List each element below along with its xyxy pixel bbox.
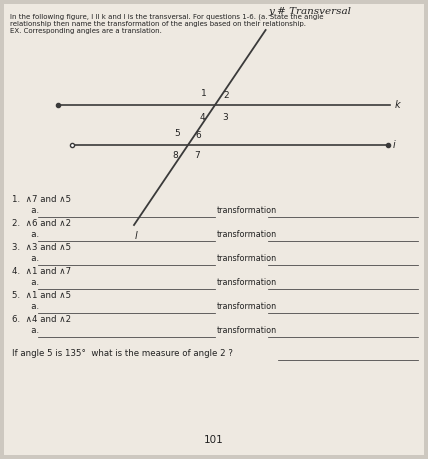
Text: a.: a. — [12, 254, 39, 263]
Text: 4: 4 — [199, 112, 205, 122]
Text: If angle 5 is 135°  what is the measure of angle 2 ?: If angle 5 is 135° what is the measure o… — [12, 349, 233, 358]
Text: transformation: transformation — [217, 254, 277, 263]
Text: 4.  ∧1 and ∧7: 4. ∧1 and ∧7 — [12, 267, 71, 276]
Text: a.: a. — [12, 278, 39, 287]
Text: i: i — [393, 140, 396, 150]
Text: transformation: transformation — [217, 206, 277, 215]
Text: y # Transversal: y # Transversal — [268, 7, 351, 16]
Text: 5.  ∧1 and ∧5: 5. ∧1 and ∧5 — [12, 291, 71, 300]
Text: transformation: transformation — [217, 326, 277, 335]
Text: EX. Corresponding angles are a translation.: EX. Corresponding angles are a translati… — [10, 28, 162, 34]
Text: 7: 7 — [194, 151, 200, 161]
Text: a.: a. — [12, 206, 39, 215]
Text: 101: 101 — [204, 435, 224, 445]
Text: transformation: transformation — [217, 230, 277, 239]
Text: transformation: transformation — [217, 278, 277, 287]
Text: 1.  ∧7 and ∧5: 1. ∧7 and ∧5 — [12, 195, 71, 204]
Text: a.: a. — [12, 230, 39, 239]
FancyBboxPatch shape — [4, 4, 424, 455]
Text: 8: 8 — [172, 151, 178, 161]
Text: 6: 6 — [195, 130, 201, 140]
Text: 2.  ∧6 and ∧2: 2. ∧6 and ∧2 — [12, 219, 71, 228]
Text: 2: 2 — [223, 90, 229, 100]
Text: In the following figure, l ll k and l is the transversal. For questions 1-6. (a.: In the following figure, l ll k and l is… — [10, 14, 324, 21]
Text: 5: 5 — [174, 129, 180, 139]
Text: 1: 1 — [201, 89, 207, 97]
Text: relationship then name the transformation of the angles based on their relations: relationship then name the transformatio… — [10, 21, 306, 27]
Text: 3.  ∧3 and ∧5: 3. ∧3 and ∧5 — [12, 243, 71, 252]
Text: a.: a. — [12, 302, 39, 311]
Text: 3: 3 — [222, 112, 228, 122]
Text: l: l — [135, 231, 137, 241]
Text: k: k — [395, 100, 401, 110]
Text: transformation: transformation — [217, 302, 277, 311]
Text: a.: a. — [12, 326, 39, 335]
Text: 6.  ∧4 and ∧2: 6. ∧4 and ∧2 — [12, 315, 71, 324]
